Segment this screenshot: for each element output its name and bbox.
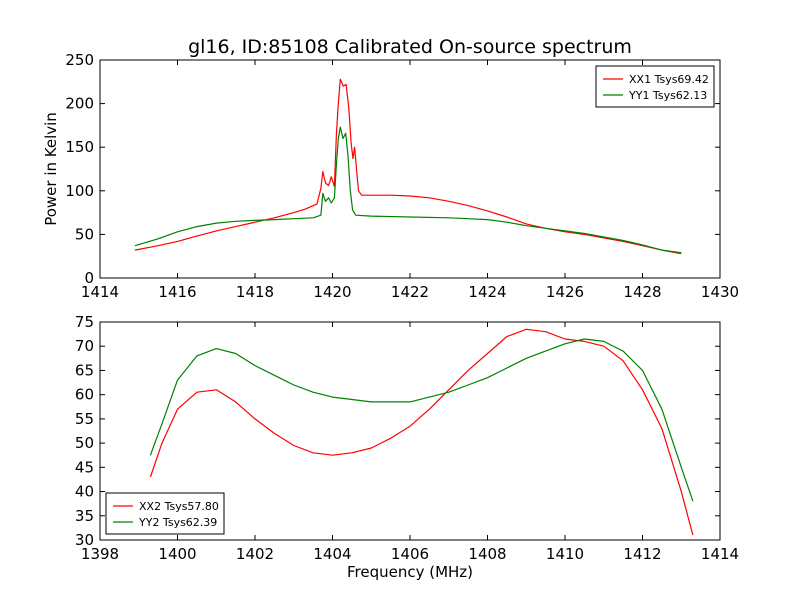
y-tick-label: 75 [75,313,94,331]
y-tick-label: 40 [75,483,94,501]
x-tick-label: 1414 [81,283,119,301]
y-tick-label: 70 [75,337,94,355]
x-tick-label: 1410 [546,545,584,563]
legend-box [105,492,225,535]
x-tick-label: 1406 [391,545,429,563]
y-tick-label: 250 [65,51,94,69]
legend-label: XX1 Tsys69.42 [629,73,709,86]
legend: XX2 Tsys57.80 YY2 Tsys62.39 [105,492,225,535]
legend-box [595,65,715,108]
y-tick-label: 55 [75,410,94,428]
y-axis-label-top: Power in Kelvin [42,112,60,226]
x-tick-label: 1402 [236,545,274,563]
y-tick-label: 50 [75,225,94,243]
x-tick-label: 1404 [313,545,351,563]
y-tick-label: 30 [75,531,94,549]
x-tick-label: 1400 [158,545,196,563]
y-tick-label: 60 [75,386,94,404]
x-tick-label: 1418 [236,283,274,301]
series-line-2-1 [149,328,694,536]
x-tick-label: 1408 [468,545,506,563]
series-line-2-2 [149,338,694,502]
y-tick-label: 50 [75,434,94,452]
y-tick-label: 100 [65,182,94,200]
series-line-1-2 [134,126,682,254]
legend-label: YY2 Tsys62.39 [138,516,217,529]
x-tick-label: 1420 [313,283,351,301]
y-tick-label: 35 [75,507,94,525]
x-tick-label: 1430 [701,283,739,301]
x-tick-label: 1426 [546,283,584,301]
y-tick-label: 150 [65,138,94,156]
y-tick-label: 45 [75,458,94,476]
x-tick-label: 1412 [623,545,661,563]
top-spectrum-plot: 1414 1416 1418 1420 1422 1424 1426 1428 1430 0 50 1… [65,51,739,301]
legend-label: XX2 Tsys57.80 [139,500,219,513]
legend: XX1 Tsys69.42 YY1 Tsys62.13 [595,65,715,108]
x-tick-label: 1416 [158,283,196,301]
y-tick-label: 0 [84,269,94,287]
x-tick-label: 1414 [701,545,739,563]
x-tick-label: 1422 [391,283,429,301]
bottom-spectrum-plot: 1398 1400 1402 1404 1406 1408 1410 1412 1414 30 35… [75,313,739,563]
x-axis-label-bottom: Frequency (MHz) [347,563,473,581]
y-tick-label: 200 [65,95,94,113]
y-tick-label: 65 [75,361,94,379]
legend-label: YY1 Tsys62.13 [628,89,707,102]
x-tick-label: 1424 [468,283,506,301]
chart-title: gl16, ID:85108 Calibrated On-source spec… [188,36,632,58]
x-tick-label: 1428 [623,283,661,301]
x-tick-label: 1398 [81,545,119,563]
